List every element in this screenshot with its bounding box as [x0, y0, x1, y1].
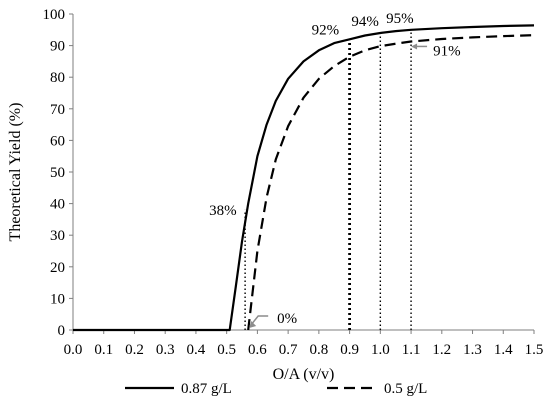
- x-tick-label: 0.6: [248, 342, 267, 358]
- x-tick-label: 0.8: [309, 342, 328, 358]
- y-tick-label: 20: [50, 260, 65, 276]
- x-tick-label: 0.4: [187, 342, 206, 358]
- annotation-label: 94%: [351, 14, 379, 30]
- x-tick-label: 1.1: [402, 342, 421, 358]
- x-tick-label: 1.0: [371, 342, 390, 358]
- annotation-label: 38%: [209, 203, 237, 219]
- annotation-label: 92%: [312, 22, 340, 38]
- annotation-label: 91%: [433, 43, 461, 59]
- y-tick-label: 30: [50, 228, 65, 244]
- series-line-1: [247, 34, 535, 331]
- callout-91-arrowhead: [411, 43, 418, 50]
- callout-0-leader: [249, 315, 269, 327]
- y-tick-label: 80: [50, 70, 65, 86]
- x-tick-label: 1.2: [432, 342, 451, 358]
- x-tick-label: 0.3: [156, 342, 175, 358]
- legend-label: 0.5 g/L: [384, 381, 427, 397]
- y-tick-label: 90: [50, 39, 65, 55]
- x-axis-title: O/A (v/v): [273, 366, 335, 383]
- callout-0-arrowhead: [249, 321, 257, 328]
- x-tick-label: 1.3: [463, 342, 482, 358]
- y-tick-label: 40: [50, 197, 65, 213]
- y-tick-label: 50: [50, 165, 65, 181]
- y-axis-title: Theoretical Yield (%): [7, 103, 24, 242]
- series-line-0: [73, 24, 535, 332]
- annotation-label: 0%: [277, 311, 297, 327]
- annotation-label: 95%: [386, 11, 414, 27]
- y-tick-label: 100: [43, 7, 66, 23]
- x-tick-label: 0.5: [217, 342, 236, 358]
- x-tick-label: 0.0: [64, 342, 83, 358]
- y-tick-label: 70: [50, 102, 65, 118]
- y-tick-label: 10: [50, 291, 65, 307]
- legend-label: 0.87 g/L: [181, 381, 232, 397]
- y-tick-label: 60: [50, 133, 65, 149]
- x-tick-label: 0.9: [340, 342, 359, 358]
- x-tick-label: 1.5: [525, 342, 544, 358]
- x-tick-label: 0.2: [125, 342, 144, 358]
- x-tick-label: 1.4: [494, 342, 513, 358]
- x-tick-label: 0.7: [279, 342, 298, 358]
- x-tick-label: 0.1: [94, 342, 113, 358]
- y-tick-label: 0: [58, 323, 66, 339]
